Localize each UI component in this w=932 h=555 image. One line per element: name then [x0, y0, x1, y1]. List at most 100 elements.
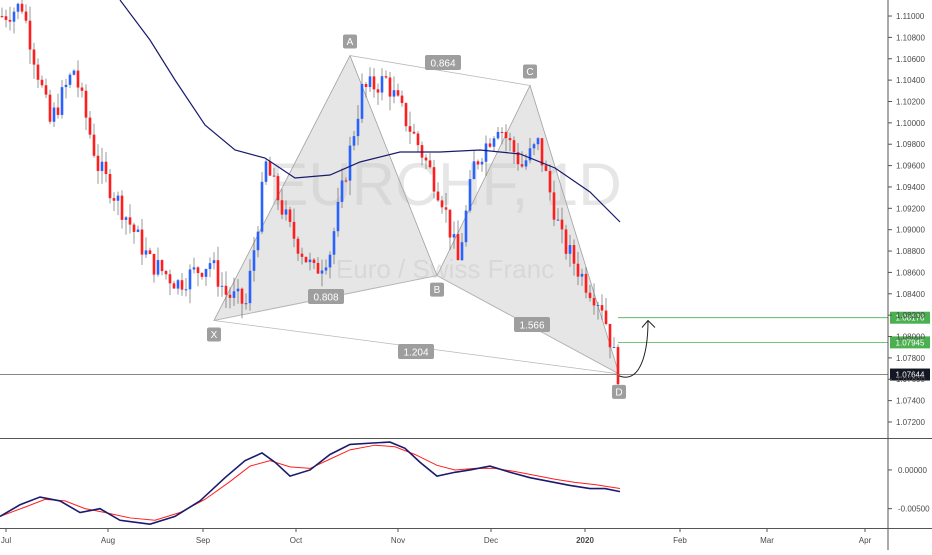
candle-body: [508, 138, 512, 141]
candle-body: [168, 274, 172, 284]
price-tag-label: 1.07945: [896, 338, 925, 347]
candle-body: [72, 70, 76, 75]
candle-body: [304, 256, 308, 263]
point-label-d: D: [615, 387, 622, 398]
y-tick-label: 1.07200: [896, 418, 925, 427]
x-tick-label: Apr: [859, 536, 872, 545]
candle-body: [612, 347, 616, 349]
candle-body: [440, 200, 444, 208]
candle-body: [588, 292, 592, 299]
candle-body: [416, 133, 420, 146]
candle-body: [428, 160, 432, 168]
candle-body: [264, 161, 268, 182]
y-tick-label: 1.11000: [896, 12, 925, 21]
y-tick-label: 1.08200: [896, 311, 925, 320]
x-tick-label: Jul: [1, 536, 11, 545]
candle-body: [172, 283, 176, 289]
candle-body: [532, 144, 536, 149]
candle-body: [408, 126, 412, 132]
candle-body: [280, 200, 284, 215]
candle-body: [288, 209, 292, 222]
candle-body: [352, 136, 356, 146]
candle-body: [324, 267, 328, 271]
candle-body: [8, 19, 12, 22]
candle-body: [60, 87, 64, 115]
candle-body: [396, 90, 400, 96]
candle-body: [608, 323, 612, 348]
candle-body: [472, 161, 476, 180]
candle-body: [356, 118, 360, 137]
candle-body: [468, 179, 472, 211]
candle-body: [20, 3, 24, 12]
candle-body: [120, 195, 124, 220]
candle-body: [116, 195, 120, 201]
candle-body: [320, 270, 324, 274]
candle-body: [444, 207, 448, 210]
candle-body: [48, 94, 52, 122]
price-tag-box: [890, 311, 930, 324]
candle-body: [436, 191, 440, 201]
candle-body: [260, 181, 264, 232]
candle-body: [340, 180, 344, 202]
candle-body: [292, 221, 296, 239]
candle-body: [40, 79, 44, 86]
candle-body: [364, 83, 368, 88]
ratio-label: 1.204: [403, 348, 428, 359]
candle-body: [24, 11, 28, 21]
candle-body: [580, 273, 584, 277]
moving-average-layer: [119, 0, 621, 223]
candle-body: [432, 167, 436, 192]
candle-body: [268, 161, 272, 176]
candle-body: [384, 76, 388, 78]
candle-body: [56, 107, 60, 115]
candle-body: [0, 16, 4, 18]
candles-layer: [0, 0, 620, 389]
candle-body: [456, 234, 460, 261]
candle-body: [92, 134, 96, 156]
candle-body: [372, 76, 376, 90]
candle-body: [88, 117, 92, 135]
point-label-box: [430, 282, 444, 297]
ratio-label-box: [308, 289, 344, 304]
candle-body: [104, 161, 108, 175]
candle-body: [212, 260, 216, 264]
candle-body: [548, 170, 552, 193]
candle-body: [152, 253, 156, 275]
oscillator-main-line: [0, 441, 621, 525]
candle-body: [200, 273, 204, 277]
y-tick-label: 1.07400: [896, 397, 925, 406]
candle-body: [392, 90, 396, 97]
candle-body: [368, 76, 372, 88]
candle-body: [244, 303, 248, 305]
candle-body: [600, 305, 604, 311]
point-label-x: X: [211, 330, 218, 341]
point-label-box: [207, 327, 221, 342]
candle-body: [328, 254, 332, 268]
candle-body: [208, 263, 212, 270]
x-tick-label: Feb: [673, 536, 687, 545]
candle-body: [144, 250, 148, 255]
price-tag-box: [890, 336, 930, 349]
candle-body: [44, 85, 48, 95]
candle-body: [536, 138, 540, 145]
candle-body: [300, 253, 304, 257]
y-tick-label: 1.07600: [896, 375, 925, 384]
candle-body: [128, 217, 132, 225]
candle-body: [420, 145, 424, 158]
candle-body: [496, 131, 500, 139]
y-tick-label: 1.09800: [896, 140, 925, 149]
candle-body: [376, 89, 380, 93]
candle-body: [68, 74, 72, 85]
candle-body: [592, 298, 596, 306]
candle-body: [484, 143, 488, 162]
y-tick-label: 1.09000: [896, 226, 925, 235]
candle-body: [564, 229, 568, 254]
candle-body: [516, 152, 520, 165]
candle-body: [452, 234, 456, 238]
candle-body: [460, 242, 464, 261]
y-tick-label: 1.09600: [896, 162, 925, 171]
candle-body: [12, 11, 16, 22]
candle-body: [256, 231, 260, 251]
